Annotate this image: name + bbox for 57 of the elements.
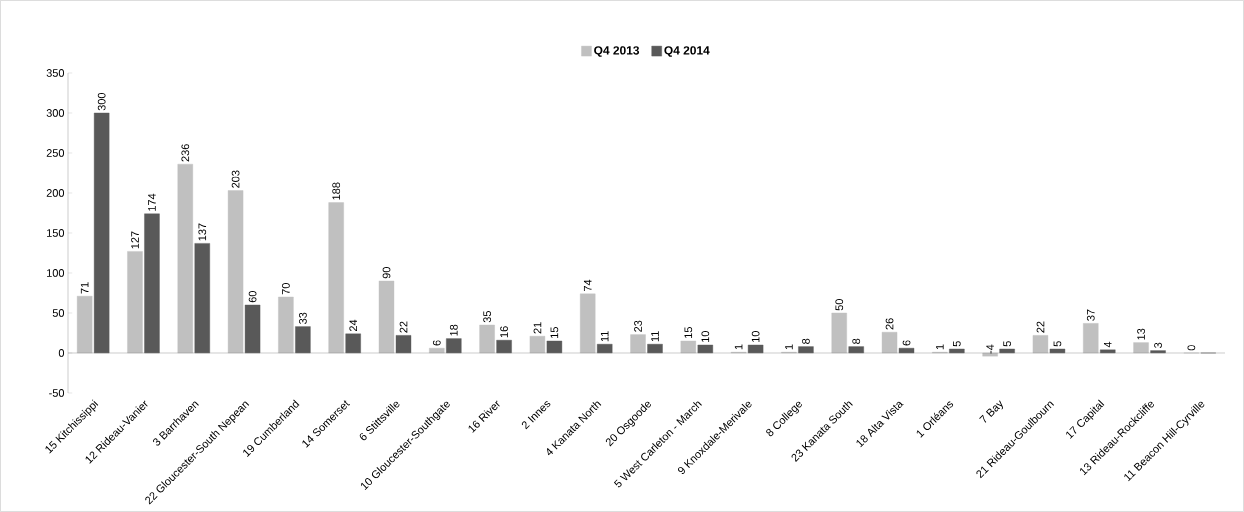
- data-label: 22: [1036, 321, 1045, 333]
- data-label: 0: [1187, 345, 1196, 351]
- data-label: 11: [651, 331, 659, 342]
- data-label: 15: [684, 327, 693, 338]
- data-label: 1: [785, 344, 793, 350]
- y-tick-label: 100: [47, 269, 65, 277]
- data-label: 127: [131, 231, 139, 249]
- y-tick-label: 350: [46, 69, 65, 77]
- data-label: 6: [902, 340, 911, 346]
- data-label: 18: [449, 324, 458, 336]
- data-label: 6: [432, 340, 441, 346]
- data-label: 10: [751, 331, 760, 342]
- y-tick-label: 50: [52, 309, 65, 317]
- y-tick-label: 300: [46, 109, 65, 117]
- data-label: 1: [734, 344, 743, 350]
- data-label: 137: [198, 223, 207, 241]
- data-label: 13: [1137, 328, 1145, 340]
- data-label: 1: [936, 344, 944, 350]
- data-label: 71: [80, 282, 89, 294]
- data-label: 8: [852, 338, 861, 344]
- data-label: 23: [634, 320, 642, 332]
- data-label: 5: [953, 341, 961, 347]
- data-label: 300: [97, 92, 106, 111]
- legend-label: Q4 2014: [664, 46, 710, 57]
- data-label: 26: [885, 318, 894, 330]
- data-label: 5: [1053, 341, 1062, 347]
- data-label: 203: [231, 170, 240, 188]
- data-label: 236: [181, 144, 190, 162]
- data-label: 174: [148, 193, 156, 211]
- y-tick-label: -50: [49, 389, 65, 397]
- data-label: 3: [1154, 342, 1162, 348]
- data-label: 24: [349, 319, 358, 332]
- y-tick-label: 150: [47, 229, 65, 237]
- data-label: 15: [550, 327, 559, 338]
- y-tick-label: 250: [46, 149, 65, 157]
- data-label: 74: [583, 279, 592, 292]
- legend-label: Q4 2013: [594, 46, 640, 57]
- data-label: 11: [600, 331, 609, 342]
- y-tick-label: 200: [46, 189, 65, 197]
- data-label: 8: [802, 338, 810, 344]
- data-label: 10: [701, 331, 710, 342]
- data-label: 60: [248, 291, 257, 303]
- data-label: -4: [986, 344, 994, 354]
- data-label: 50: [835, 299, 844, 311]
- y-tick-label: 0: [58, 349, 65, 357]
- data-label: 188: [332, 182, 341, 200]
- data-label: 35: [483, 311, 491, 323]
- data-label: 70: [282, 283, 290, 295]
- data-label: 33: [299, 312, 307, 324]
- data-label: 21: [533, 322, 542, 334]
- data-label: 37: [1086, 309, 1095, 321]
- data-label: 22: [399, 321, 408, 333]
- data-label: 90: [382, 267, 391, 279]
- x-tick-label: 18 Alta Vista: [856, 401, 904, 448]
- data-label: 4: [1103, 341, 1112, 348]
- data-label: 16: [500, 326, 508, 338]
- data-label: 5: [1003, 341, 1011, 347]
